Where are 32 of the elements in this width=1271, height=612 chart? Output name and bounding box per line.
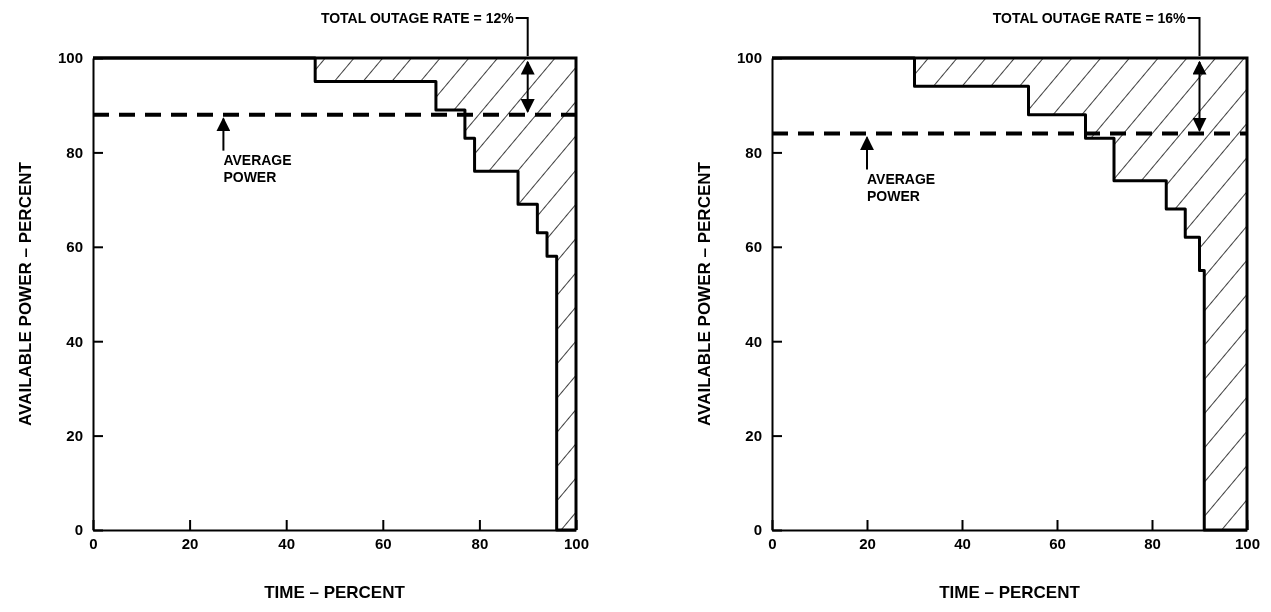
y-tick-label: 80 [66,143,83,161]
y-tick-label: 60 [745,238,762,256]
legend-label: AVERAGE POWER [867,170,936,204]
y-axis-title: AVAILABLE POWER – PERCENT [16,161,35,426]
y-tick-label: 60 [66,238,83,256]
y-tick-label: 20 [745,426,762,444]
text: TOTAL OUTAGE RATE = 16% [992,10,1187,26]
x-tick-label: 0 [768,534,777,552]
y-tick-label: 0 [753,521,762,539]
x-tick-label: 60 [1049,534,1066,552]
x-tick-label: 80 [471,534,489,552]
x-tick-label: 40 [954,534,971,552]
y-tick-label: 0 [74,521,83,539]
y-tick-label: 40 [745,332,762,350]
x-tick-label: 100 [563,534,590,552]
x-tick-label: 20 [181,534,199,552]
y-axis-title: AVAILABLE POWER – PERCENT [695,161,714,426]
text: TOTAL OUTAGE RATE = 12% [320,10,515,26]
y-tick-label: 100 [57,49,83,67]
x-axis-title: TIME – PERCENT [939,583,1081,602]
y-tick-label: 20 [66,426,83,444]
x-tick-label: 0 [89,534,98,552]
y-tick-label: 40 [66,332,83,350]
x-tick-label: 20 [859,534,876,552]
x-tick-label: 100 [1234,534,1261,552]
legend-label: AVERAGE POWER [223,151,292,185]
y-tick-label: 80 [745,143,762,161]
x-axis-title: TIME – PERCENT [264,583,406,602]
y-tick-label: 100 [736,49,762,67]
x-tick-label: 80 [1144,534,1161,552]
x-tick-label: 40 [278,534,296,552]
x-tick-label: 60 [374,534,392,552]
